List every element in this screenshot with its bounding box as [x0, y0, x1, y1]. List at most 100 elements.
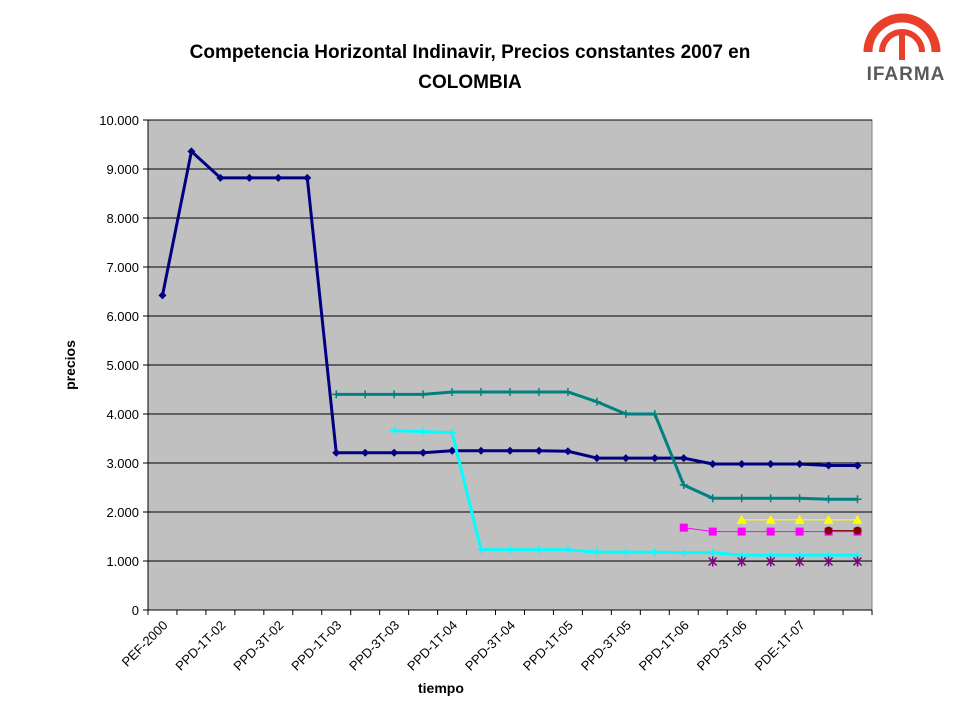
- data-point: [736, 514, 747, 524]
- data-point: [390, 426, 399, 435]
- data-point: [534, 387, 543, 396]
- data-point: [766, 494, 775, 503]
- data-point: [679, 454, 688, 463]
- data-point: [448, 428, 457, 437]
- data-point: [563, 387, 572, 396]
- x-tick-label: PPD-3T-02: [230, 618, 286, 674]
- data-point: [448, 387, 457, 396]
- y-tick-label: 8.000: [106, 211, 139, 226]
- chart-title-line-2: COLOMBIA: [418, 72, 522, 93]
- data-point: [795, 527, 804, 536]
- data-point: [592, 548, 601, 557]
- y-tick-label: 4.000: [106, 407, 139, 422]
- data-point: [187, 147, 196, 156]
- data-point: [477, 446, 486, 455]
- data-point: [563, 447, 572, 456]
- data-point: [245, 173, 254, 182]
- x-tick-label: PPD-3T-03: [346, 618, 402, 674]
- y-tick-label: 10.000: [99, 113, 139, 128]
- data-point: [592, 397, 601, 406]
- series-layer: [158, 147, 863, 567]
- series-5: [736, 514, 863, 524]
- data-point: [332, 390, 341, 399]
- data-point: [650, 454, 659, 463]
- data-point: [824, 495, 833, 504]
- x-tick-label: PDE-1T-07: [752, 618, 808, 674]
- y-tick-label: 3.000: [106, 456, 139, 471]
- data-point: [390, 448, 399, 457]
- chart-title-line-1: Competencia Horizontal Indinavir, Precio…: [189, 42, 751, 63]
- series-2: [332, 387, 862, 504]
- series-7: [708, 556, 863, 567]
- ifarma-logo-icon: [863, 13, 941, 60]
- data-point: [737, 494, 746, 503]
- data-point: [158, 291, 167, 300]
- data-point: [274, 173, 283, 182]
- x-tick-label: PPD-3T-05: [578, 618, 634, 674]
- data-point: [765, 514, 776, 524]
- data-point: [419, 390, 428, 399]
- data-point: [303, 173, 312, 182]
- data-point: [824, 556, 834, 567]
- x-tick-label: PPD-3T-04: [462, 618, 518, 674]
- data-point: [737, 459, 746, 468]
- series-3: [390, 426, 862, 560]
- logo-text: IFARMA: [866, 64, 946, 85]
- data-point: [795, 494, 804, 503]
- data-point: [650, 410, 659, 418]
- data-point: [679, 548, 688, 557]
- data-point: [650, 548, 659, 557]
- y-tick-label: 0: [132, 603, 139, 618]
- data-point: [361, 390, 370, 399]
- data-point: [795, 459, 804, 468]
- data-point: [448, 446, 457, 455]
- data-point: [390, 390, 399, 399]
- data-point: [853, 495, 862, 504]
- data-point: [766, 527, 775, 536]
- x-tick-label: PPD-1T-02: [172, 618, 228, 674]
- data-point: [361, 448, 370, 457]
- data-point: [592, 454, 601, 463]
- data-point: [419, 427, 428, 436]
- x-tick-label: PEF-2000: [119, 618, 171, 670]
- data-point: [679, 481, 688, 490]
- data-point: [534, 545, 543, 554]
- data-point: [679, 523, 688, 532]
- data-point: [823, 514, 834, 524]
- data-point: [852, 556, 863, 567]
- data-point: [853, 461, 862, 470]
- data-point: [795, 556, 805, 567]
- data-point: [708, 556, 718, 567]
- data-point: [708, 459, 717, 468]
- data-point: [621, 410, 630, 418]
- y-tick-label: 1.000: [106, 554, 139, 569]
- data-point: [477, 545, 486, 554]
- data-point: [506, 446, 514, 455]
- data-point: [766, 459, 775, 468]
- y-tick-label: 7.000: [106, 260, 139, 275]
- data-point: [506, 387, 514, 396]
- data-point: [216, 173, 225, 182]
- data-point: [534, 446, 543, 455]
- data-point: [708, 527, 717, 536]
- x-tick-label: PPD-1T-03: [288, 618, 344, 674]
- y-tick-label: 9.000: [106, 162, 139, 177]
- data-point: [621, 548, 630, 557]
- y-tick-label: 5.000: [106, 358, 139, 373]
- data-point: [737, 527, 746, 536]
- data-point: [824, 526, 833, 535]
- data-point: [824, 461, 833, 470]
- data-point: [332, 448, 341, 457]
- data-point: [621, 454, 630, 463]
- data-point: [853, 526, 862, 535]
- data-point: [766, 556, 776, 567]
- data-point: [852, 514, 863, 524]
- data-point: [477, 387, 486, 396]
- y-axis-label: precios: [62, 340, 78, 390]
- x-tick-label: PPD-1T-05: [520, 618, 576, 674]
- data-point: [737, 556, 747, 567]
- x-tick-label: PPD-1T-04: [404, 618, 460, 674]
- x-tick-label: PPD-3T-06: [694, 618, 750, 674]
- y-tick-label: 2.000: [106, 505, 139, 520]
